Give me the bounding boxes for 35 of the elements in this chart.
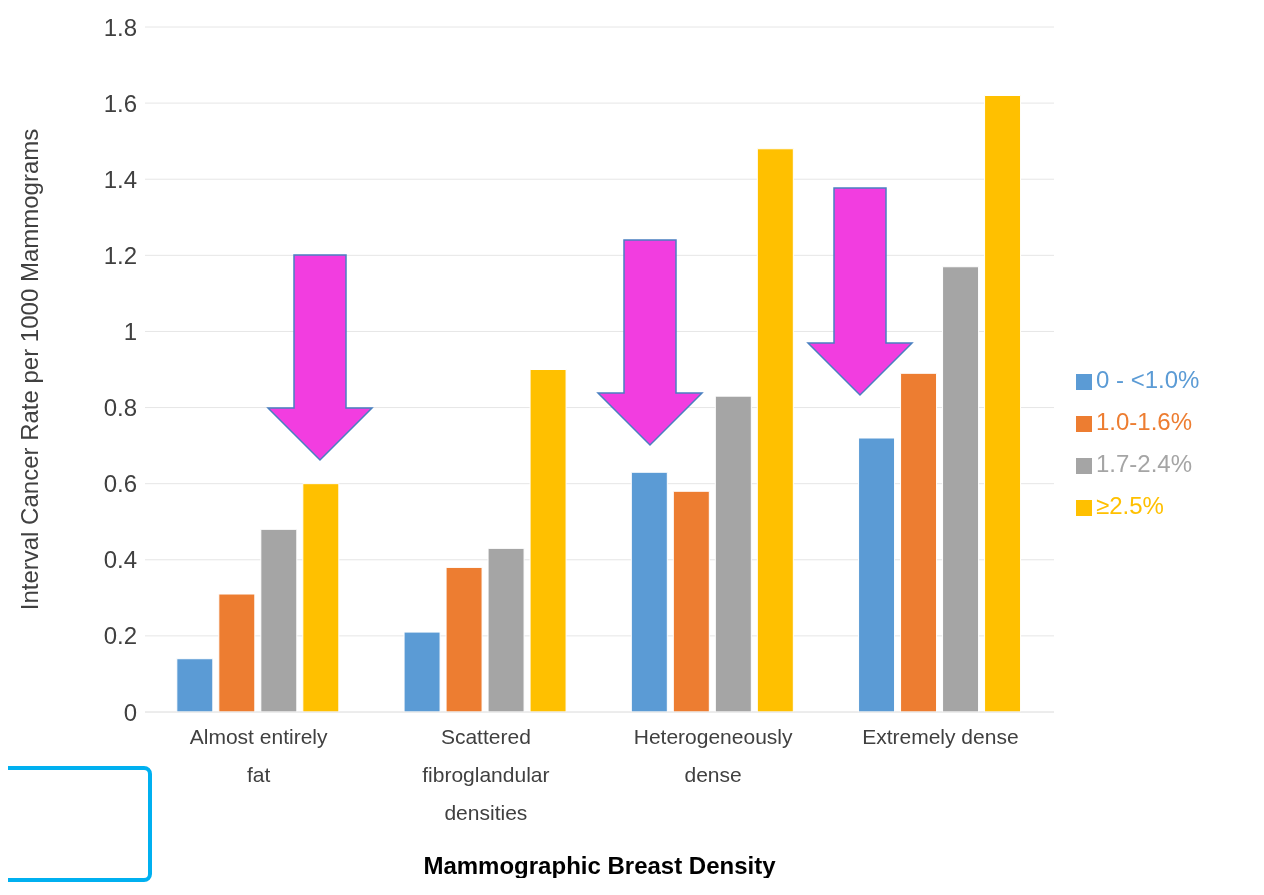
bar bbox=[630, 471, 668, 712]
y-tick-label: 0.2 bbox=[103, 622, 137, 650]
y-axis-title: Interval Cancer Rate per 1000 Mammograms bbox=[15, 128, 43, 611]
bar bbox=[756, 148, 794, 712]
legend-label: 1.0-1.6% bbox=[1096, 408, 1193, 435]
y-tick-label: 0.4 bbox=[103, 546, 137, 574]
bar bbox=[858, 437, 896, 712]
bar bbox=[218, 593, 256, 712]
bar bbox=[302, 483, 340, 712]
y-tick-label: 1.8 bbox=[103, 13, 137, 41]
bar bbox=[672, 490, 710, 712]
bar bbox=[942, 266, 980, 712]
y-tick-label: 0 bbox=[123, 698, 137, 726]
legend-label: 0 - <1.0% bbox=[1096, 366, 1200, 393]
bar bbox=[984, 95, 1022, 712]
y-tick-label: 1 bbox=[123, 317, 137, 345]
legend-label: 1.7-2.4% bbox=[1096, 450, 1193, 477]
legend-label: ≥2.5% bbox=[1096, 492, 1164, 519]
bar bbox=[176, 658, 214, 712]
bar bbox=[445, 566, 483, 712]
bar bbox=[403, 631, 441, 712]
x-tick-label: Scattered fibroglandular densities bbox=[422, 725, 550, 824]
y-tick-label: 1.2 bbox=[103, 241, 137, 269]
x-tick-label: Heterogeneously dense bbox=[633, 725, 794, 786]
bar bbox=[260, 528, 298, 712]
y-tick-label: 0.6 bbox=[103, 470, 137, 498]
y-tick-label: 0.8 bbox=[103, 394, 137, 422]
y-tick-label: 1.4 bbox=[103, 165, 137, 193]
y-tick-label: 1.6 bbox=[103, 89, 137, 117]
bar bbox=[529, 369, 567, 712]
bar bbox=[900, 372, 938, 712]
bar bbox=[487, 547, 525, 712]
bar bbox=[714, 395, 752, 712]
x-tick-label: Extremely dense bbox=[862, 725, 1019, 748]
x-tick-label: Almost entirely fat bbox=[189, 725, 328, 786]
